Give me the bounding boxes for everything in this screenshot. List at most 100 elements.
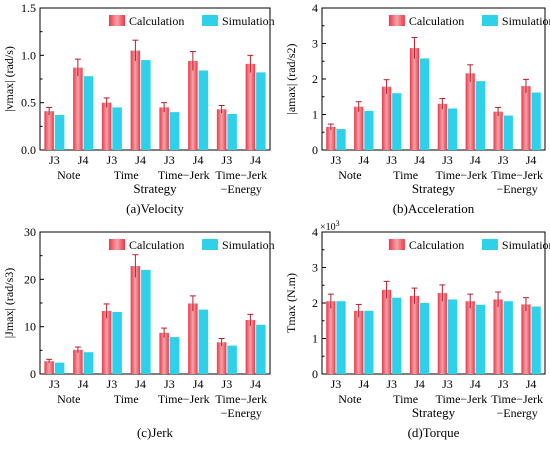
bar-calculation (354, 310, 364, 374)
y-tick-label: 4 (312, 225, 318, 239)
group-label: Time−Jerk (436, 392, 488, 406)
y-tick-label: 1 (312, 108, 318, 122)
bar-calculation (245, 63, 256, 150)
bar-calculation (101, 102, 112, 150)
joint-label: J4 (358, 153, 369, 167)
joint-label: J4 (78, 377, 89, 391)
bar-simulation (256, 72, 266, 150)
group-label: Time−Jerk (491, 168, 543, 182)
joint-label: J4 (470, 377, 481, 391)
group-label: Time−Jerk (436, 168, 488, 182)
y-tick-label: 30 (24, 225, 36, 239)
y-tick-label: 3 (312, 261, 318, 275)
legend-swatch-simulation (202, 15, 218, 26)
joint-label: J3 (442, 377, 453, 391)
joint-label: J3 (107, 377, 118, 391)
bar-simulation (447, 299, 458, 374)
joint-label: J3 (222, 377, 233, 391)
group-label: −Energy (221, 406, 262, 420)
y-tick-label: 0 (312, 143, 318, 157)
legend-swatch-calculation (388, 239, 405, 250)
joint-label: J3 (442, 153, 453, 167)
group-label: Time−Jerk (215, 168, 267, 182)
exponent-power: 3 (336, 219, 340, 228)
bar-calculation (493, 111, 503, 150)
joint-label: J4 (526, 153, 537, 167)
bar-simulation (54, 114, 65, 150)
legend-label-calculation: Calculation (409, 14, 464, 28)
group-label: Note (57, 168, 80, 182)
joint-label: J3 (331, 377, 342, 391)
legend-swatch-simulation (202, 239, 218, 250)
bar-simulation (227, 114, 237, 150)
joint-label: J4 (193, 377, 204, 391)
joint-label: J3 (107, 153, 118, 167)
bar-simulation (531, 306, 541, 374)
legend-label-simulation: Simulation (502, 238, 550, 252)
joint-label: J3 (331, 153, 342, 167)
bar-calculation (409, 48, 420, 150)
bar-calculation (437, 103, 447, 150)
group-label: Note (338, 392, 361, 406)
panel-caption: (b)Acceleration (393, 201, 475, 216)
joint-label: J3 (386, 153, 397, 167)
bar-calculation (437, 293, 447, 374)
bar-simulation (475, 304, 486, 374)
legend-swatch-calculation (109, 15, 125, 26)
joint-label: J3 (498, 377, 509, 391)
y-axis-label: |amax| (rad/s2) (284, 43, 298, 114)
y-axis-label: |vmax| (rad/s) (2, 46, 16, 112)
bar-simulation (420, 58, 430, 150)
bar-calculation (44, 361, 54, 374)
bar-simulation (447, 108, 458, 150)
legend-swatch-calculation (109, 239, 125, 250)
bar-simulation (392, 93, 402, 150)
bar-simulation (475, 81, 486, 150)
bar-calculation (44, 111, 54, 150)
bar-calculation (354, 106, 364, 150)
legend-label-simulation: Simulation (222, 238, 275, 252)
bar-simulation (531, 92, 541, 150)
bar-calculation (493, 299, 503, 374)
group-label: Time (393, 168, 418, 182)
bar-simulation (112, 311, 122, 374)
group-label: Note (338, 168, 361, 182)
joint-label: J3 (49, 153, 60, 167)
legend-swatch-calculation (388, 15, 405, 26)
joint-label: J4 (250, 377, 261, 391)
group-label: Time−Jerk (158, 168, 210, 182)
bar-calculation (409, 295, 420, 374)
panel-caption: (c)Jerk (137, 425, 174, 440)
bar-simulation (227, 345, 237, 374)
bar-simulation (83, 352, 94, 374)
y-tick-label: 2 (312, 296, 318, 310)
group-label: Time (114, 168, 139, 182)
bar-calculation (245, 320, 256, 374)
y-axis-label: Tmax (N.m) (284, 273, 298, 333)
joint-label: J3 (49, 377, 60, 391)
y-tick-label: 2 (312, 72, 318, 86)
y-tick-label: 4 (312, 1, 318, 15)
group-label: Time−Jerk (491, 392, 543, 406)
x-axis-label: Strategy (412, 181, 456, 196)
legend-swatch-simulation (481, 15, 498, 26)
joint-label: J4 (78, 153, 89, 167)
y-tick-label: 10 (24, 320, 36, 334)
joint-label: J4 (135, 153, 146, 167)
legend-label-calculation: Calculation (409, 238, 464, 252)
group-label: −Energy (221, 182, 262, 196)
legend-label-simulation: Simulation (222, 14, 275, 28)
bar-calculation (130, 50, 141, 150)
bar-simulation (169, 112, 180, 150)
bar-simulation (336, 129, 346, 150)
bar-calculation (465, 73, 475, 150)
x-axis-label: Strategy (412, 405, 456, 420)
bar-calculation (188, 61, 198, 150)
bar-calculation (216, 109, 227, 150)
panel-caption: (d)Torque (408, 425, 460, 440)
joint-label: J4 (358, 377, 369, 391)
legend-label-calculation: Calculation (129, 238, 184, 252)
